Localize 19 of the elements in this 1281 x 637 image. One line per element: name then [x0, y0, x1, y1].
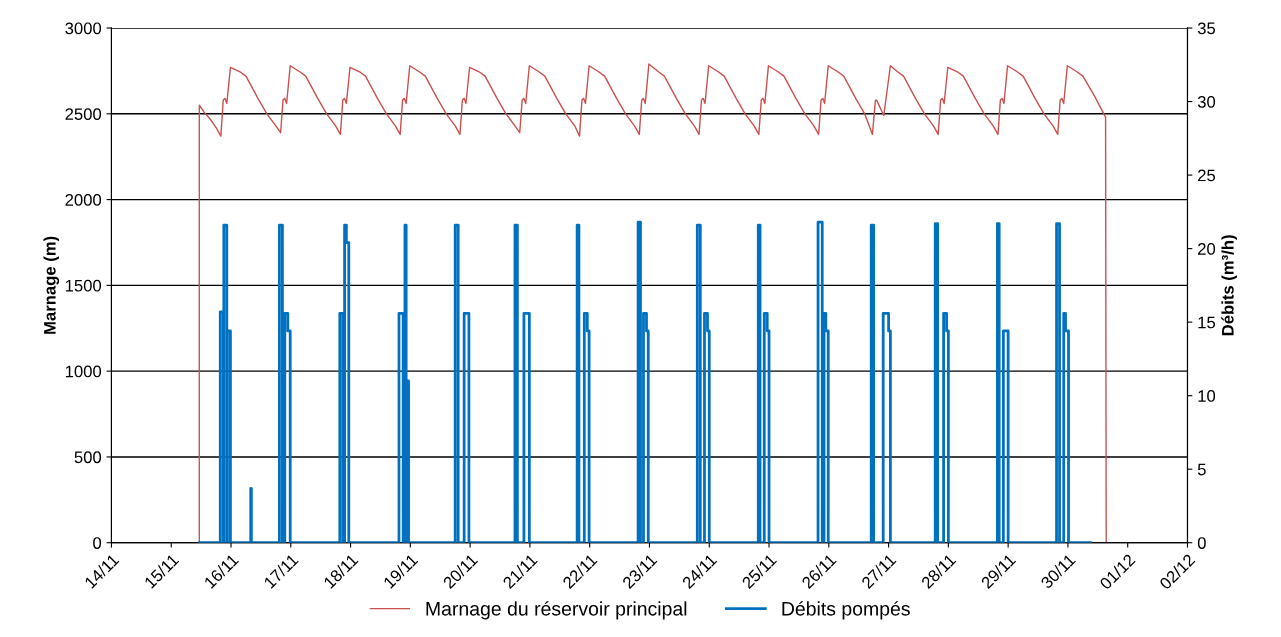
y2-tick-label: 35: [1197, 22, 1216, 35]
y-tick-label: 3000: [65, 22, 102, 35]
y-tick-label: 2000: [65, 193, 102, 206]
y-tick-label: 2500: [65, 108, 102, 121]
y-tick-label: 500: [74, 451, 102, 464]
legend-label: Marnage du réservoir principal: [426, 601, 687, 620]
y2-tick-label: 15: [1198, 316, 1216, 329]
y2-axis-title: Débits (m³/h): [1221, 235, 1237, 336]
y-tick-label: 1500: [65, 279, 102, 292]
y2-tick-label: 30: [1197, 95, 1216, 108]
y2-tick-label: 0: [1197, 537, 1206, 549]
y-tick-label: 1000: [65, 365, 102, 378]
y-tick-label: 0: [93, 537, 102, 549]
legend-label: Débits pompés: [782, 601, 910, 620]
y2-tick-label: 10: [1198, 390, 1216, 402]
y2-tick-label: 20: [1198, 243, 1216, 255]
y2-tick-label: 25: [1198, 169, 1216, 182]
y-axis-title: Marnage (m): [43, 236, 60, 334]
y2-tick-label: 5: [1197, 463, 1206, 476]
